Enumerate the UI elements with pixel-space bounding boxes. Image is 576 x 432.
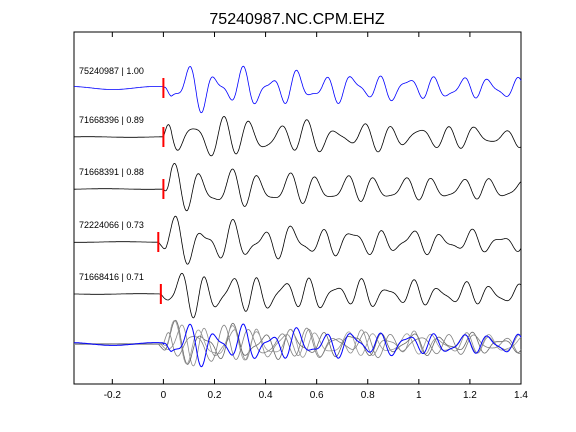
trace-line <box>74 272 522 319</box>
trace-label: 71668416 | 0.71 <box>79 272 144 282</box>
trace-line <box>74 215 522 265</box>
trace-label: 71668396 | 0.89 <box>79 115 144 125</box>
x-tick-label: 0.2 <box>208 390 222 401</box>
x-tick-label: 0.4 <box>259 390 273 401</box>
x-axis: -0.2 0 0.2 0.4 0.6 0.8 1 1.2 1.4 <box>104 32 528 401</box>
trace-group: 75240987 | 1.00 71668396 | 0.89 71668391 |… <box>74 65 522 319</box>
x-tick-label: 1 <box>416 390 422 401</box>
trace-label: 75240987 | 1.00 <box>79 66 144 76</box>
chart-title: 75240987.NC.CPM.EHZ <box>209 11 384 28</box>
x-tick-label: 0 <box>161 390 167 401</box>
trace-line <box>74 115 522 157</box>
x-tick-label: 0.6 <box>310 390 324 401</box>
stack-trace-line <box>73 323 522 368</box>
x-tick-label: 1.4 <box>514 390 528 401</box>
stacked-overlay <box>73 319 522 368</box>
trace-label: 72224066 | 0.73 <box>79 220 144 230</box>
x-tick-label: 0.8 <box>361 390 375 401</box>
x-tick-label: 1.2 <box>463 390 477 401</box>
trace-line <box>74 65 522 114</box>
x-tick-label: -0.2 <box>104 390 122 401</box>
trace-label: 71668391 | 0.88 <box>79 167 144 177</box>
plot-frame <box>73 31 522 385</box>
stack-trace-line <box>74 324 522 362</box>
trace-line <box>74 162 522 212</box>
